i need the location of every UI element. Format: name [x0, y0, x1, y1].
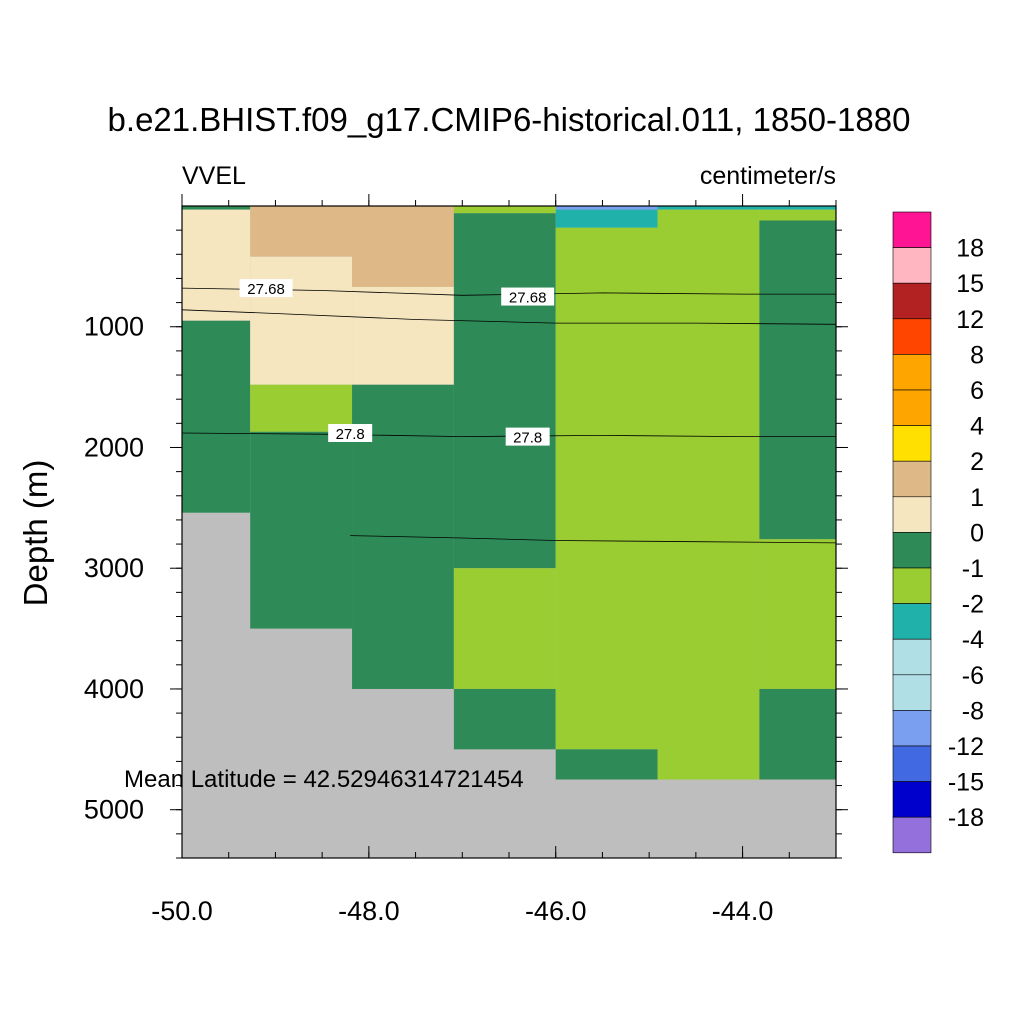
heatmap-cell [555, 227, 658, 750]
colorbar-swatch [892, 638, 932, 676]
colorbar-label: 2 [970, 448, 984, 476]
heatmap-cell [555, 749, 658, 780]
colorbar-label: -1 [962, 555, 984, 583]
contour-label-box [239, 279, 293, 298]
colorbar-swatch [892, 496, 932, 533]
heatmap-cell [250, 384, 353, 432]
x-tick-label: -50.0 [151, 896, 213, 926]
colorbar-label: -15 [948, 769, 984, 797]
colorbar-swatch [892, 532, 932, 569]
y-tick-label: 3000 [84, 553, 144, 583]
contour-label-box [501, 287, 555, 306]
heatmap-cell [453, 206, 556, 214]
heatmap-cell [182, 320, 251, 513]
heatmap-cell [453, 213, 556, 569]
colorbar-swatch [892, 389, 932, 426]
heatmap-cell [250, 256, 353, 385]
colorbar-label: -2 [962, 591, 984, 619]
units-label: centimeter/s [700, 162, 836, 190]
contour-label: 27.8 [336, 426, 365, 443]
heatmap-cell [555, 206, 658, 210]
heatmap-cell [759, 209, 836, 221]
colorbar-label: 4 [970, 413, 984, 441]
heatmap-cell [759, 688, 836, 780]
heatmap-cell [182, 209, 251, 321]
colorbar-swatch [892, 282, 932, 320]
heatmap-cell [759, 206, 836, 210]
variable-label: VVEL [182, 162, 246, 190]
contour-label-box [505, 427, 550, 446]
heatmap-cell [352, 286, 454, 385]
colorbar-swatch [892, 567, 932, 604]
heatmap-cell [657, 206, 760, 210]
colorbar-swatch [892, 710, 932, 747]
y-tick-label: 1000 [84, 312, 144, 342]
y-tick-label: 2000 [84, 432, 144, 462]
y-axis-label: Depth (m) [17, 460, 54, 607]
colorbar-swatch [892, 674, 932, 711]
colorbar-swatch [892, 816, 932, 854]
heatmap-cell [352, 206, 454, 287]
colorbar-swatch [892, 781, 932, 818]
y-tick-label: 5000 [84, 795, 144, 825]
colorbar-swatch [892, 603, 932, 640]
colorbar-label: -18 [948, 804, 984, 832]
colorbar-label: 0 [970, 519, 984, 547]
colorbar-label: 1 [970, 484, 984, 512]
colorbar-swatch [892, 247, 932, 284]
heatmap-cell [250, 206, 353, 257]
contour-line [350, 535, 837, 544]
colorbar-label: -12 [948, 733, 984, 761]
contour-labels: 27.68 27.68 27.8 27.8 [239, 279, 555, 447]
colorbar-swatch [892, 460, 932, 498]
contour-line [181, 309, 837, 325]
colorbar-label: -4 [962, 626, 984, 654]
heatmap-cell [453, 568, 556, 689]
x-tick-label: -44.0 [712, 896, 774, 926]
colorbar-swatch [892, 318, 932, 355]
contour-label: 27.8 [513, 430, 542, 447]
colorbar-label: 8 [970, 341, 984, 369]
colorbar-label: 18 [956, 235, 984, 263]
colorbar-swatch [892, 425, 932, 462]
heatmap-cell [555, 209, 658, 228]
heatmap-cell [453, 688, 556, 750]
colorbar-label: 6 [970, 377, 984, 405]
colorbar-label: 15 [956, 270, 984, 298]
contour-label-box [328, 423, 373, 442]
x-tick-label: -46.0 [525, 896, 587, 926]
chart-title: b.e21.BHIST.f09_g17.CMIP6-historical.011… [108, 101, 911, 138]
y-tick-label: 4000 [84, 674, 144, 704]
colorbar-swatch [892, 354, 932, 391]
colorbar-swatch [892, 211, 932, 248]
heatmap-cell [182, 206, 251, 210]
heatmap-cell [657, 209, 760, 780]
colorbar-legend: 18 15 12 8 6 4 2 1 0 -1 -2 -4 -6 -8 -12 -15 -18 [892, 211, 984, 854]
x-axis-ticks: -50.0 -48.0 -46.0 -44.0 [151, 194, 837, 926]
heatmap-cell [759, 220, 836, 540]
heatmap-cell [250, 431, 353, 629]
heatmap-cell [759, 539, 836, 689]
contour-label: 27.68 [509, 290, 547, 307]
colorbar-label: -8 [962, 697, 984, 725]
contour-label: 27.68 [247, 281, 285, 298]
colorbar-swatch [892, 745, 932, 782]
x-tick-label: -48.0 [338, 896, 400, 926]
mean-latitude-annotation: Mean Latitude = 42.52946314721454 [124, 766, 524, 793]
y-axis-ticks: 1000 2000 3000 4000 5000 [84, 229, 848, 859]
colorbar-label: -6 [962, 662, 984, 690]
colorbar-label: 12 [956, 306, 984, 334]
